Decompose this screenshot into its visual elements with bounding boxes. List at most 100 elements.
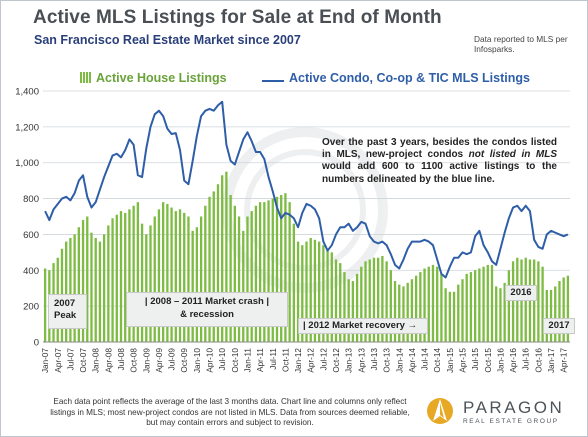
bar-house xyxy=(128,209,131,342)
bar-house xyxy=(301,245,304,342)
bar-house xyxy=(149,225,152,342)
x-tick-label: Jan-10 xyxy=(193,348,202,373)
x-tick-label: Jul-16 xyxy=(522,348,531,371)
x-tick-label: Jul-08 xyxy=(117,348,126,371)
bar-house xyxy=(263,202,266,342)
y-tick-label: 400 xyxy=(23,266,39,277)
x-tick-label: Jul-12 xyxy=(319,348,328,371)
bar-house xyxy=(77,227,80,342)
x-tick-label: Jan-09 xyxy=(142,348,151,373)
x-tick-label: Jan-12 xyxy=(294,348,303,373)
label-2016: 2016 xyxy=(505,285,537,301)
bar-house xyxy=(448,291,452,342)
recovery-text: | 2012 Market recovery → xyxy=(303,320,418,331)
bar-house xyxy=(436,266,439,342)
bar-house xyxy=(157,209,161,342)
bar-house xyxy=(406,282,409,342)
bar-house xyxy=(161,202,165,342)
bar-house xyxy=(478,268,481,342)
x-tick-label: Jan-16 xyxy=(496,348,505,373)
x-tick-label: Oct-12 xyxy=(332,348,341,373)
bar-house xyxy=(115,214,118,342)
label-2007-peak: 2007 Peak xyxy=(48,294,87,329)
annotation-note: Over the past 3 years, besides the condo… xyxy=(322,137,557,186)
bar-house xyxy=(258,202,262,342)
bar-house xyxy=(174,211,177,342)
bar-house xyxy=(153,216,156,342)
y-tick-label: 200 xyxy=(23,302,39,313)
x-tick-label: Apr-09 xyxy=(155,348,164,373)
bar-house xyxy=(566,275,570,342)
bar-house xyxy=(178,209,182,342)
bar-house xyxy=(322,245,325,342)
bar-house xyxy=(440,273,443,342)
label-market-recovery: | 2012 Market recovery → xyxy=(298,318,428,334)
bar-house xyxy=(98,241,102,342)
bar-house xyxy=(541,266,544,342)
x-tick-label: Jul-11 xyxy=(269,348,278,370)
bar-house xyxy=(199,216,203,342)
bar-house xyxy=(288,202,291,342)
label-2016-text: 2016 xyxy=(510,287,532,298)
x-tick-label: Apr-14 xyxy=(408,348,417,373)
x-tick-label: Oct-13 xyxy=(383,348,392,373)
bar-house xyxy=(242,230,245,342)
bar-house xyxy=(43,268,47,342)
bar-house xyxy=(330,252,333,342)
bar-house xyxy=(309,238,312,342)
bar-house xyxy=(221,175,224,342)
page-title: Active MLS Listings for Sale at End of M… xyxy=(33,7,442,28)
x-tick-label: Apr-16 xyxy=(509,348,518,373)
bar-house xyxy=(212,191,215,342)
paragon-logo-icon xyxy=(427,398,453,424)
x-tick-label: Apr-15 xyxy=(458,348,467,373)
x-tick-label: Jan-13 xyxy=(345,348,354,373)
bar-house xyxy=(507,270,511,342)
bar-house xyxy=(145,234,148,342)
x-tick-label: Apr-07 xyxy=(54,348,63,373)
x-tick-label: Jan-14 xyxy=(395,348,404,373)
footer-note: Each data point reflects the average of … xyxy=(50,397,410,427)
bar-house xyxy=(545,290,548,342)
brand-name: PARAGON xyxy=(463,398,565,417)
legend-house: Active House Listings xyxy=(80,71,227,86)
x-tick-label: Oct-11 xyxy=(281,348,290,372)
bar-house xyxy=(419,272,422,342)
bar-house xyxy=(86,216,89,342)
bar-house xyxy=(495,286,498,342)
bar-house xyxy=(124,212,127,342)
bar-house xyxy=(111,218,114,342)
bar-house xyxy=(107,225,110,342)
bar-house xyxy=(275,196,279,342)
x-tick-label: Jan-08 xyxy=(92,348,101,373)
legend-condo: Active Condo, Co-op & TIC MLS Listings xyxy=(262,71,530,86)
bar-house xyxy=(73,234,76,342)
y-tick-label: 1,000 xyxy=(15,158,39,169)
x-tick-label: Oct-16 xyxy=(534,348,543,373)
bar-house xyxy=(368,259,371,342)
y-tick-label: 600 xyxy=(23,230,39,241)
bar-house xyxy=(334,259,338,342)
bar-house xyxy=(102,234,106,342)
x-tick-label: Jul-15 xyxy=(471,348,480,371)
x-tick-label: Jul-09 xyxy=(168,348,177,371)
x-tick-label: Apr-13 xyxy=(357,348,366,373)
x-tick-label: Apr-08 xyxy=(104,348,113,373)
bar-house xyxy=(486,264,489,342)
bar-house xyxy=(503,282,506,342)
annotation-part2: would add 600 to 1100 active listings to… xyxy=(322,161,557,185)
bar-house xyxy=(410,279,414,342)
annotation-italic: not listed in MLS xyxy=(468,149,557,161)
x-tick-label: Apr-10 xyxy=(206,348,215,373)
bar-house xyxy=(393,281,397,342)
bar-house xyxy=(364,261,367,342)
bar-house xyxy=(326,248,329,342)
bar-house xyxy=(90,232,93,342)
bar-house xyxy=(237,216,241,342)
x-tick-label: Jan-17 xyxy=(547,348,556,373)
bar-house xyxy=(233,205,236,342)
legend-house-swatch xyxy=(80,71,92,86)
bar-house xyxy=(195,227,199,342)
bar-house xyxy=(254,205,258,342)
